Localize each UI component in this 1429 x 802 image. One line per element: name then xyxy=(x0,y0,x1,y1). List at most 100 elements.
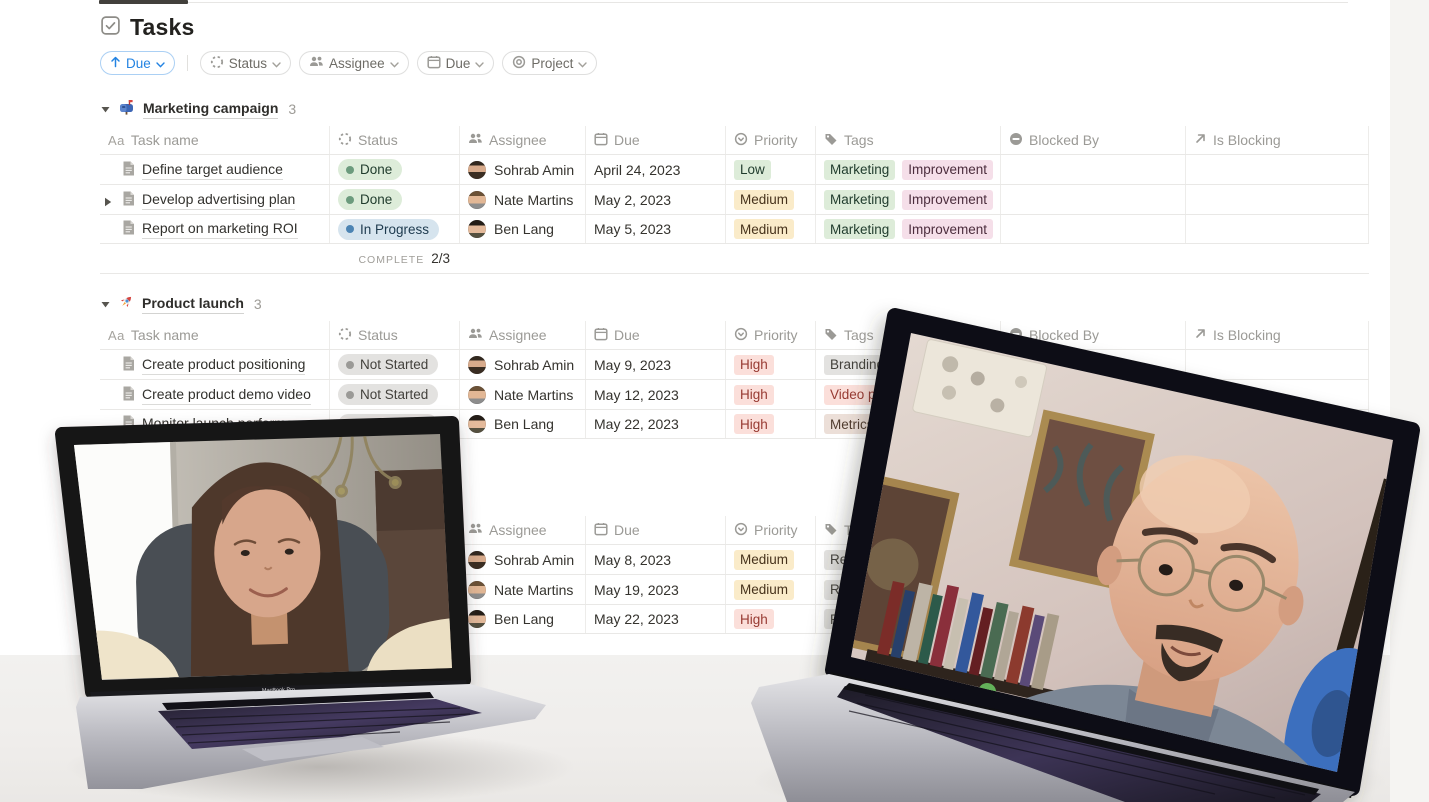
is-blocking-cell[interactable] xyxy=(1186,185,1369,214)
assignee-cell[interactable]: Sohrab Amin xyxy=(460,545,586,574)
active-tab-indicator[interactable] xyxy=(99,0,188,4)
expand-toggle-icon[interactable] xyxy=(104,194,112,210)
due-date-cell[interactable]: May 9, 2023 xyxy=(586,350,726,379)
column-header-tags[interactable]: Tags xyxy=(816,126,1001,154)
column-header-due[interactable]: Due xyxy=(586,321,726,349)
task-name[interactable]: Report on marketing ROI xyxy=(142,219,298,239)
priority-cell[interactable]: High xyxy=(726,380,816,409)
table-row[interactable]: Define target audience Done Sohrab Amin … xyxy=(100,154,1369,184)
status-badge[interactable]: Not Started xyxy=(338,384,439,405)
column-header-status[interactable]: Status xyxy=(330,126,460,154)
column-header-task-name[interactable]: Aa Task name xyxy=(100,321,330,349)
priority-badge[interactable]: Medium xyxy=(734,189,795,210)
assignee-cell[interactable]: Ben Lang xyxy=(460,215,586,243)
blocked-by-cell[interactable] xyxy=(1001,215,1186,243)
tag-badge[interactable]: Metrics xyxy=(824,414,880,434)
filter-assignee-button[interactable]: Assignee xyxy=(299,51,409,75)
column-header-priority[interactable]: Priority xyxy=(726,516,816,544)
priority-badge[interactable]: High xyxy=(734,609,774,629)
page-title[interactable]: Tasks xyxy=(130,14,195,40)
assignee-cell[interactable]: Nate Martins xyxy=(460,185,586,214)
assignee-cell[interactable]: Ben Lang xyxy=(460,605,586,633)
blocked-by-cell[interactable] xyxy=(1001,155,1186,184)
column-header-is-blocking[interactable]: Is Blocking xyxy=(1186,126,1369,154)
assignee-cell[interactable]: Ben Lang xyxy=(460,410,586,438)
column-header-due[interactable]: Due xyxy=(586,126,726,154)
sort-due-button[interactable]: Due xyxy=(100,51,175,75)
tags-cell[interactable]: Marketing Improvement xyxy=(816,185,1001,214)
tags-cell[interactable]: Branding xyxy=(816,350,1001,379)
task-name-cell[interactable]: Define target audience xyxy=(100,155,330,184)
table-row[interactable]: Develop advertising plan Done Nate Marti… xyxy=(100,184,1369,214)
column-header-status[interactable]: Status xyxy=(330,321,460,349)
task-name-cell[interactable]: Create product demo video xyxy=(100,380,330,409)
column-header-assignee[interactable]: Assignee xyxy=(460,516,586,544)
tag-badge[interactable]: Improvement xyxy=(902,219,994,239)
group-collapse-toggle-icon[interactable] xyxy=(100,106,110,113)
due-date-cell[interactable]: May 22, 2023 xyxy=(586,605,726,633)
status-cell[interactable]: Done xyxy=(330,185,460,214)
priority-cell[interactable]: Medium xyxy=(726,185,816,214)
column-header-assignee[interactable]: Assignee xyxy=(460,321,586,349)
task-name[interactable]: Define target audience xyxy=(142,160,283,180)
tag-badge[interactable]: Improvement xyxy=(902,159,994,180)
assignee-cell[interactable]: Sohrab Amin xyxy=(460,155,586,184)
status-badge[interactable]: Not Started xyxy=(338,354,439,375)
priority-cell[interactable]: Medium xyxy=(726,545,816,574)
group-summary-row[interactable]: COMPLETE 2/3 xyxy=(100,244,1369,274)
column-header-is-blocking[interactable]: Is Blocking xyxy=(1186,321,1369,349)
is-blocking-cell[interactable] xyxy=(1186,215,1369,243)
priority-cell[interactable]: Medium xyxy=(726,575,816,604)
tags-cell[interactable]: Marketing Improvement xyxy=(816,155,1001,184)
priority-cell[interactable]: High xyxy=(726,350,816,379)
priority-cell[interactable]: Low xyxy=(726,155,816,184)
tags-cell[interactable]: Marketing Improvement xyxy=(816,215,1001,243)
status-cell[interactable]: Not Started xyxy=(330,380,460,409)
tag-badge[interactable]: Marketing xyxy=(824,189,896,210)
due-date-cell[interactable]: May 12, 2023 xyxy=(586,380,726,409)
due-date-cell[interactable]: May 8, 2023 xyxy=(586,545,726,574)
column-header-due[interactable]: Due xyxy=(586,516,726,544)
tag-badge[interactable]: Improvement xyxy=(902,189,994,210)
table-row[interactable]: Create product demo video Not Started Na… xyxy=(100,379,1369,409)
column-header-task-name[interactable]: Aa Task name xyxy=(100,126,330,154)
priority-badge[interactable]: High xyxy=(734,384,774,405)
blocked-by-cell[interactable] xyxy=(1001,185,1186,214)
column-header-priority[interactable]: Priority xyxy=(726,321,816,349)
assignee-cell[interactable]: Nate Martins xyxy=(460,380,586,409)
assignee-cell[interactable]: Nate Martins xyxy=(460,575,586,604)
column-header-blocked-by[interactable]: Blocked By xyxy=(1001,126,1186,154)
due-date-cell[interactable]: April 24, 2023 xyxy=(586,155,726,184)
group-name[interactable]: Product launch xyxy=(142,294,244,314)
task-name-cell[interactable]: Develop advertising plan xyxy=(100,185,330,214)
filter-status-button[interactable]: Status xyxy=(199,51,292,75)
is-blocking-cell[interactable] xyxy=(1186,380,1369,409)
due-date-cell[interactable]: May 5, 2023 xyxy=(586,215,726,243)
tag-badge[interactable]: Branding xyxy=(824,354,891,375)
status-cell[interactable]: Done xyxy=(330,155,460,184)
task-name[interactable]: Create product demo video xyxy=(142,385,311,405)
is-blocking-cell[interactable] xyxy=(1186,350,1369,379)
status-cell[interactable]: Not Started xyxy=(330,350,460,379)
column-header-assignee[interactable]: Assignee xyxy=(460,126,586,154)
due-date-cell[interactable]: May 19, 2023 xyxy=(586,575,726,604)
tag-badge[interactable]: Marketing xyxy=(824,219,896,239)
status-badge[interactable]: In Progress xyxy=(338,218,440,240)
status-badge[interactable]: Done xyxy=(338,189,403,210)
due-date-cell[interactable]: May 2, 2023 xyxy=(586,185,726,214)
task-name-cell[interactable]: Create product positioning xyxy=(100,350,330,379)
blocked-by-cell[interactable] xyxy=(1001,350,1186,379)
table-row[interactable]: Create product positioning Not Started S… xyxy=(100,349,1369,379)
is-blocking-cell[interactable] xyxy=(1186,155,1369,184)
column-header-priority[interactable]: Priority xyxy=(726,126,816,154)
priority-badge[interactable]: High xyxy=(734,354,774,375)
priority-badge[interactable]: Medium xyxy=(734,549,795,570)
priority-cell[interactable]: High xyxy=(726,410,816,438)
task-name[interactable]: Create product positioning xyxy=(142,355,306,375)
priority-badge[interactable]: Low xyxy=(734,159,771,180)
task-name[interactable]: Develop advertising plan xyxy=(142,190,296,210)
tag-badge[interactable]: Marketing xyxy=(824,159,896,180)
assignee-cell[interactable]: Sohrab Amin xyxy=(460,350,586,379)
priority-cell[interactable]: High xyxy=(726,605,816,633)
priority-badge[interactable]: Medium xyxy=(734,579,795,600)
